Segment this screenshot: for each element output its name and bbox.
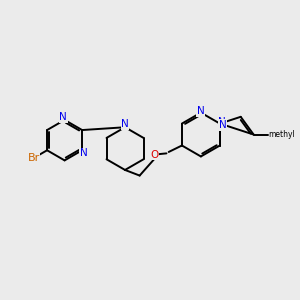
Text: N: N bbox=[197, 106, 205, 116]
Text: N: N bbox=[121, 119, 129, 129]
Text: methyl: methyl bbox=[268, 130, 295, 139]
Text: N: N bbox=[80, 148, 87, 158]
Text: N: N bbox=[219, 120, 226, 130]
Text: N: N bbox=[59, 112, 67, 122]
Text: O: O bbox=[151, 150, 159, 160]
Text: N: N bbox=[218, 117, 226, 127]
Text: Br: Br bbox=[28, 153, 40, 163]
